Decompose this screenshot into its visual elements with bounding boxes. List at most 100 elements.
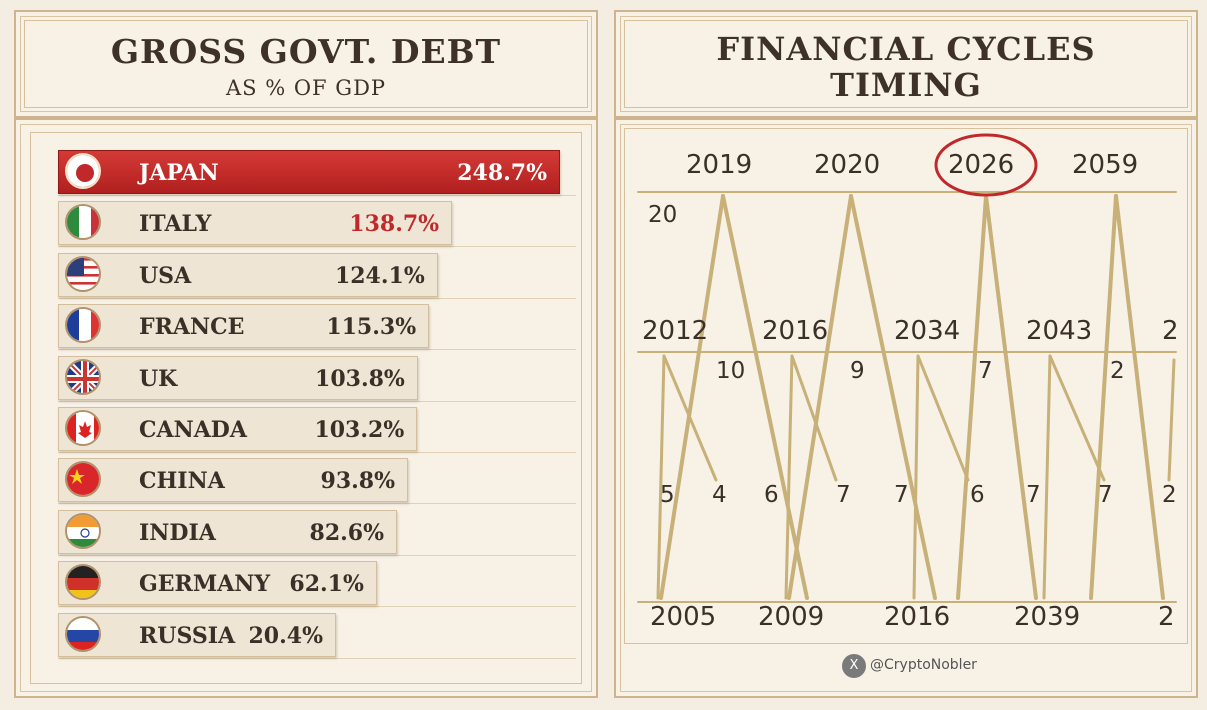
lower-interval-label: 7 — [1098, 482, 1113, 508]
cycles-chart-panel: 2019 2020 2026 2059 2012 2016 2034 2043 2 2005 200… — [614, 118, 1198, 698]
row-divider — [58, 400, 576, 402]
row-divider — [58, 195, 576, 196]
long-cycle-line — [1089, 194, 1118, 600]
bottom-year-label: 2009 — [758, 602, 825, 632]
debt-value-label: 124.1% — [334, 262, 425, 289]
header-inner-frame — [24, 20, 588, 108]
middle-year-label: 2 — [1162, 316, 1179, 346]
country-label: ITALY — [139, 211, 212, 238]
country-label: USA — [139, 262, 192, 289]
medium-cycle-line — [1167, 358, 1176, 482]
upper-interval-label: 9 — [850, 358, 865, 384]
medium-cycle-line — [790, 354, 838, 482]
medium-cycle-line — [1048, 354, 1106, 482]
medium-cycle-line — [912, 354, 920, 600]
bottom-year-label: 2005 — [650, 602, 717, 632]
debt-chart-panel: JAPAN 248.7% ITALY 138.7% USA 124.1% FRANCE 115… — [14, 118, 598, 698]
country-label: INDIA — [139, 519, 216, 546]
cycles-diagram — [637, 133, 1177, 603]
top-year-label: 2020 — [814, 150, 881, 180]
x-logo-icon: X — [842, 654, 866, 678]
country-label: JAPAN — [139, 160, 219, 186]
lower-interval-label: 4 — [712, 482, 727, 508]
long-cycle-line — [1114, 194, 1165, 600]
bar-france: FRANCE 115.3% — [58, 304, 430, 349]
usa-flag-icon — [65, 255, 101, 292]
debt-value-label: 115.3% — [326, 314, 417, 341]
cycles-title-line1: FINANCIAL CYCLES — [716, 30, 1096, 68]
cycles-title-line2: TIMING — [830, 66, 982, 104]
upper-interval-label: 20 — [648, 202, 678, 228]
top-year-label: 2026 — [948, 150, 1015, 180]
lower-interval-label: 6 — [764, 482, 779, 508]
debt-header-panel: GROSS GOVT. DEBT AS % OF GDP — [14, 10, 598, 118]
debt-value-label: 103.8% — [315, 365, 405, 392]
row-divider — [58, 297, 576, 299]
row-divider — [58, 452, 576, 453]
country-label: FRANCE — [139, 314, 245, 341]
upper-interval-label: 10 — [716, 358, 746, 384]
medium-cycle-line — [916, 354, 970, 482]
debt-value-label: 62.1% — [289, 571, 364, 598]
debt-value-label: 93.8% — [320, 468, 396, 495]
long-cycle-line — [956, 194, 988, 600]
bar-uk: UK 103.8% — [58, 355, 418, 400]
bar-canada: CANADA 103.2% — [58, 407, 418, 451]
country-label: CANADA — [139, 417, 247, 443]
bottom-year-label: 2039 — [1014, 602, 1081, 632]
country-label: GERMANY — [139, 571, 271, 598]
medium-cycle-line — [656, 354, 666, 600]
medium-cycle-line — [662, 354, 718, 482]
bar-usa: USA 124.1% — [58, 252, 438, 297]
row-divider — [58, 657, 576, 659]
bottom-year-label: 2 — [1158, 602, 1175, 632]
germany-flag-icon — [65, 564, 101, 601]
top-year-label: 2059 — [1072, 150, 1139, 180]
lower-interval-label: 6 — [970, 482, 985, 508]
bar-china: CHINA 93.8% — [58, 458, 409, 503]
chart-inner-frame — [30, 132, 582, 684]
middle-year-label: 2012 — [642, 316, 709, 346]
bar-japan: JAPAN 248.7% — [58, 150, 560, 194]
lower-interval-label: 2 — [1162, 482, 1177, 508]
row-divider — [58, 606, 576, 608]
credit-handle: @CryptoNobler — [870, 657, 977, 673]
bar-india: INDIA 82.6% — [58, 509, 398, 554]
bar-germany: GERMANY 62.1% — [58, 561, 377, 606]
long-cycle-line — [849, 194, 937, 600]
long-cycle-line — [721, 194, 809, 600]
long-cycle-line — [659, 194, 725, 600]
middle-year-label: 2034 — [894, 316, 961, 346]
debt-value-label: 138.7% — [349, 211, 440, 238]
debt-value-label: 82.6% — [309, 519, 385, 546]
japan-flag-icon — [65, 153, 101, 189]
middle-year-label: 2043 — [1026, 316, 1093, 346]
row-divider — [58, 349, 576, 351]
highlight-circle — [934, 133, 1038, 197]
italy-flag-icon — [65, 204, 101, 241]
cycles-header-panel: FINANCIAL CYCLES TIMING — [614, 10, 1198, 118]
row-divider — [58, 246, 576, 248]
bar-russia: RUSSIA 20.4% — [58, 612, 336, 657]
debt-value-label: 248.7% — [457, 160, 547, 186]
top-year-label: 2019 — [686, 150, 753, 180]
cycles-inner-frame — [624, 128, 1188, 644]
row-divider — [58, 503, 576, 505]
uk-flag-icon — [65, 358, 101, 395]
bottom-year-label: 2016 — [884, 602, 951, 632]
china-flag-icon — [65, 461, 101, 498]
lower-interval-label: 5 — [660, 482, 675, 508]
lower-interval-label: 7 — [836, 482, 851, 508]
medium-cycle-line — [784, 354, 794, 600]
france-flag-icon — [65, 307, 101, 344]
middle-year-label: 2016 — [762, 316, 829, 346]
india-flag-icon — [65, 512, 101, 549]
country-label: UK — [139, 365, 178, 392]
lower-interval-label: 7 — [1026, 482, 1041, 508]
upper-interval-label: 2 — [1110, 358, 1125, 384]
debt-value-label: 20.4% — [248, 622, 324, 649]
row-divider — [58, 554, 576, 556]
long-cycle-line — [984, 194, 1038, 600]
bar-italy: ITALY 138.7% — [58, 201, 453, 246]
debt-subtitle: AS % OF GDP — [225, 76, 387, 100]
